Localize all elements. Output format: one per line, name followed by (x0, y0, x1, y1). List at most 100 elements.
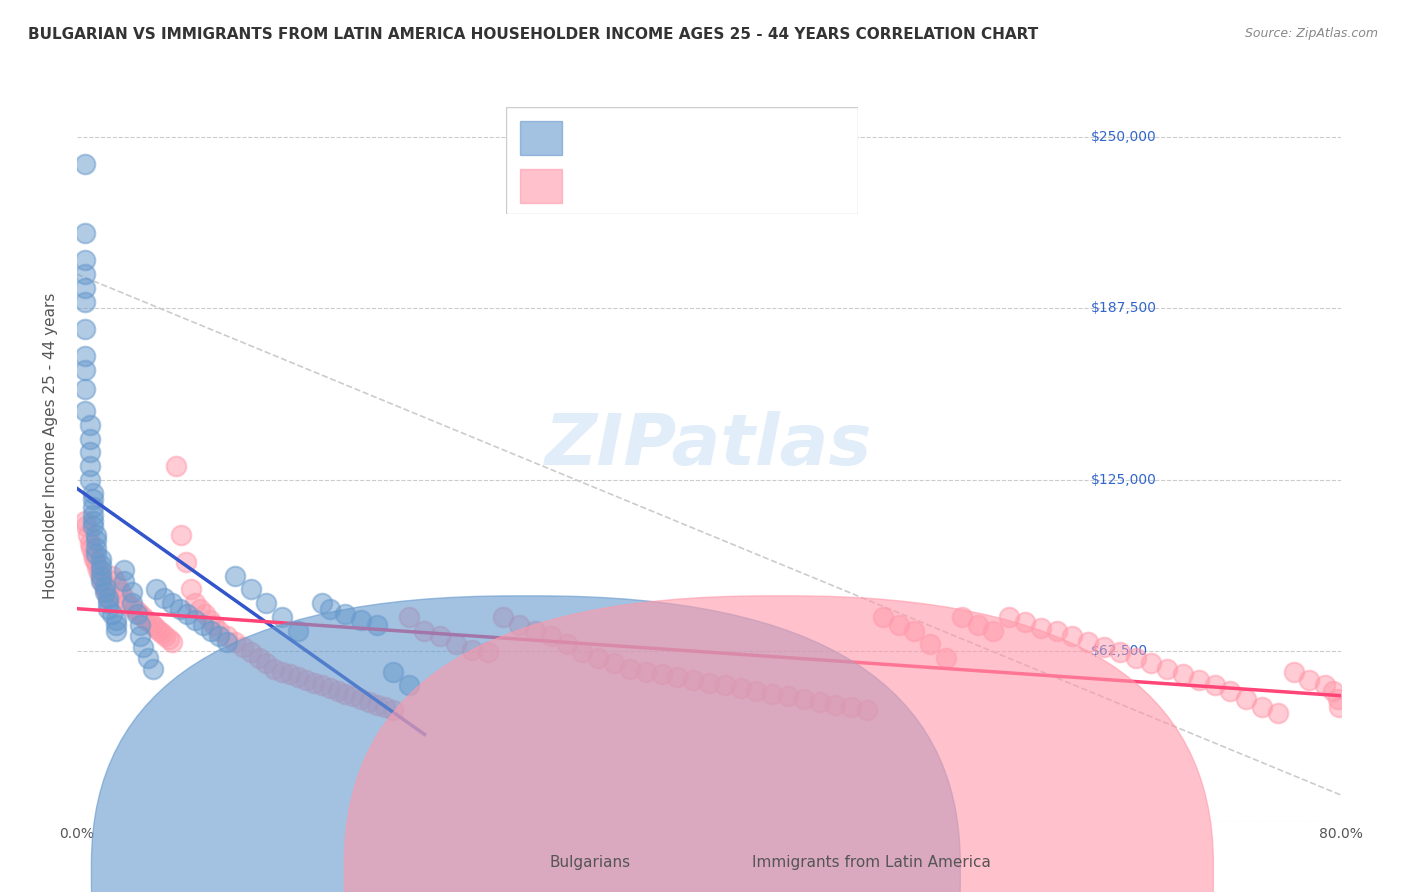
Point (145, 582, 167, 597)
Text: $187,500: $187,500 (1091, 301, 1157, 316)
Y-axis label: Householder Income Ages 25 - 44 years: Householder Income Ages 25 - 44 years (44, 293, 58, 599)
Point (160, 634, 183, 648)
Point (142, 618, 165, 632)
Point (97, 601, 120, 615)
Point (745, 684, 768, 698)
Point (84, 547, 107, 561)
Point (761, 687, 783, 701)
Point (1326, 692, 1348, 706)
Point (444, 637, 467, 651)
Point (302, 675, 325, 690)
Point (1282, 665, 1305, 679)
Point (152, 591, 174, 605)
Point (170, 527, 193, 541)
Point (176, 607, 198, 621)
Point (80, 541, 103, 556)
Point (148, 624, 170, 638)
Point (79, 473, 101, 487)
Point (839, 700, 862, 714)
Point (540, 629, 562, 643)
Point (107, 580, 129, 594)
Point (112, 591, 135, 605)
Point (350, 613, 373, 627)
Point (239, 582, 262, 597)
Point (79, 432, 101, 446)
Point (105, 613, 128, 627)
Text: Bulgarians: Bulgarians (550, 855, 631, 870)
Point (94, 582, 117, 597)
Point (73, 267, 96, 281)
Point (350, 692, 373, 706)
Point (256, 596, 278, 610)
Point (374, 700, 396, 714)
Point (169, 601, 191, 615)
Point (634, 665, 657, 679)
Point (256, 657, 278, 671)
Point (508, 618, 530, 632)
Point (94, 580, 117, 594)
Point (650, 667, 672, 681)
Point (160, 596, 183, 610)
Point (200, 624, 222, 638)
Point (73, 350, 96, 364)
Text: ZIPatlas: ZIPatlas (546, 411, 873, 480)
Point (666, 670, 689, 684)
Point (776, 690, 799, 704)
Point (132, 610, 155, 624)
Point (1156, 662, 1178, 676)
Point (1267, 706, 1289, 720)
Point (73, 514, 96, 528)
Point (184, 613, 207, 627)
Point (145, 621, 167, 635)
Point (73, 253, 96, 268)
Point (1298, 673, 1320, 687)
Point (90, 552, 112, 566)
Point (588, 651, 610, 665)
Point (335, 687, 357, 701)
Point (105, 624, 128, 638)
Point (132, 640, 155, 654)
Point (342, 690, 364, 704)
Point (682, 673, 704, 687)
Point (966, 618, 988, 632)
Point (165, 458, 187, 473)
Point (90, 568, 112, 582)
Text: $62,500: $62,500 (1091, 644, 1147, 658)
Point (208, 629, 231, 643)
Point (887, 618, 910, 632)
Point (174, 555, 197, 569)
Point (920, 637, 942, 651)
Point (110, 585, 132, 599)
Point (359, 695, 381, 709)
Text: R =  -0.217   N =   72: R = -0.217 N = 72 (576, 131, 740, 145)
Point (90, 568, 112, 582)
Point (1171, 667, 1194, 681)
Point (84, 555, 107, 569)
Point (129, 618, 152, 632)
Point (1062, 629, 1084, 643)
Point (73, 294, 96, 309)
Point (1219, 684, 1241, 698)
Point (239, 645, 262, 659)
Point (935, 651, 957, 665)
Text: $250,000: $250,000 (1091, 130, 1156, 145)
Point (295, 673, 318, 687)
Text: $125,000: $125,000 (1091, 473, 1157, 487)
Point (1234, 692, 1257, 706)
Point (157, 632, 180, 646)
Point (77, 527, 100, 541)
Point (1045, 624, 1067, 638)
Point (793, 692, 815, 706)
Point (311, 678, 333, 692)
Point (136, 651, 159, 665)
Point (79, 458, 101, 473)
Point (90, 574, 112, 589)
Point (129, 629, 152, 643)
Point (318, 681, 340, 695)
Point (97, 591, 120, 605)
Point (105, 618, 128, 632)
Point (903, 624, 925, 638)
Point (215, 634, 238, 648)
Point (90, 558, 112, 572)
Point (194, 607, 217, 621)
